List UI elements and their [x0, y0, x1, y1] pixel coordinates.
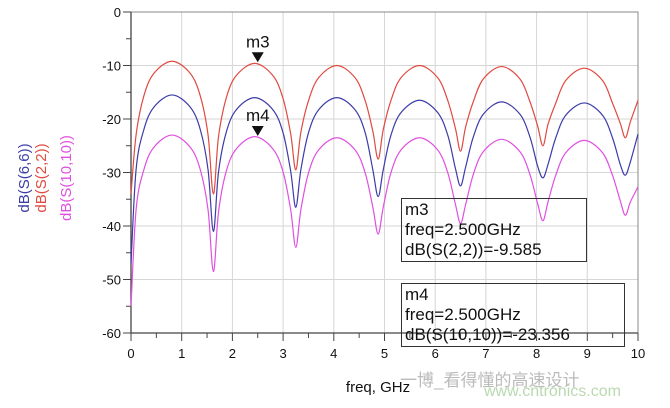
y-tick-label: -40	[102, 219, 121, 234]
y-tick-label: -50	[102, 273, 121, 288]
series-line-db-s-2-2-	[130, 60, 639, 195]
m3-freq: freq=2.500GHz	[405, 220, 521, 239]
x-tick-label: 7	[482, 346, 489, 361]
x-axis-label: freq, GHz	[346, 379, 410, 396]
x-tick-label: 5	[381, 346, 388, 361]
x-tick-label: 8	[533, 346, 540, 361]
y-tick-label: -60	[102, 326, 121, 341]
series-line-db-s-6-6-	[130, 94, 639, 264]
m4-value: dB(S(10,10))=-23.356	[405, 325, 570, 344]
x-tick-label: 6	[432, 346, 439, 361]
m3-name: m3	[405, 200, 429, 219]
marker-m3-triangle-icon	[251, 52, 264, 63]
marker-m4-readout: m4 freq=2.500GHz dB(S(10,10))=-23.356	[401, 283, 625, 347]
x-tick-label: 10	[631, 346, 645, 361]
marker-m3-readout: m3 freq=2.500GHz dB(S(2,2))=-9.585	[401, 198, 587, 262]
y-tick-label: 0	[114, 5, 121, 20]
watermark-line2: www.cntronics.com	[484, 383, 621, 400]
x-tick-label: 4	[330, 346, 337, 361]
y-label-s22: dB(S(2,2))	[33, 143, 50, 212]
marker-m4-triangle-icon	[251, 125, 264, 136]
x-tick-label: 1	[178, 346, 185, 361]
y-tick-label: -30	[102, 166, 121, 181]
marker-m4-label: m4	[246, 106, 270, 125]
series-group	[130, 60, 639, 307]
x-tick-label: 3	[279, 346, 286, 361]
y-tick-label: -20	[102, 112, 121, 127]
x-tick-label: 0	[127, 346, 134, 361]
watermark-line1: 一博_看得懂的高速设计	[400, 371, 580, 390]
axes: 0 1 2 3 4 5 6 7 8 9 10 0 -10 -20 -30 -40 -50 -60	[102, 5, 645, 361]
y-label-s66: dB(S(6,6))	[16, 143, 33, 212]
m4-freq: freq=2.500GHz	[405, 305, 521, 324]
x-tick-label: 2	[229, 346, 236, 361]
x-tick-label: 9	[584, 346, 591, 361]
y-label-s1010: dB(S(10,10))	[58, 135, 75, 221]
m4-name: m4	[405, 285, 429, 304]
marker-m3-label: m3	[246, 32, 270, 51]
y-tick-label: -10	[102, 59, 121, 74]
m3-value: dB(S(2,2))=-9.585	[405, 240, 542, 259]
markers: m3 m4	[246, 32, 270, 136]
grid	[131, 11, 639, 333]
series-line-db-s-10-10-	[130, 134, 639, 307]
